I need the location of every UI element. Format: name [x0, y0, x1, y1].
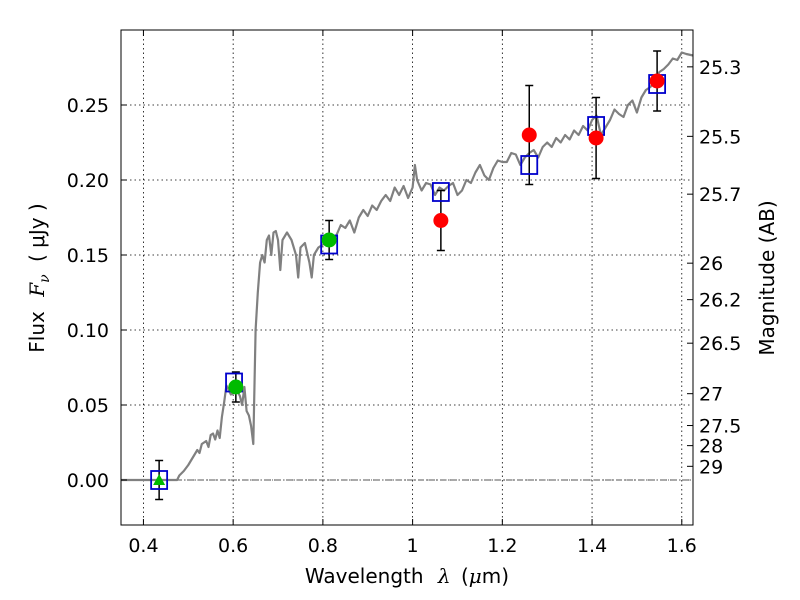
red-data-point	[433, 213, 449, 228]
mag-tick-label: 26	[699, 253, 723, 275]
mag-tick-label: 25.5	[699, 126, 741, 148]
y-axis-title-prefix: Flux	[25, 311, 49, 353]
y-tick-label: 0.05	[67, 395, 109, 417]
green-triangle-point	[153, 474, 166, 485]
plot-grid	[121, 30, 693, 525]
x-tick-label: 1.4	[577, 535, 607, 557]
y-axis-title: Flux Fν ( μJy )	[25, 203, 54, 352]
y-tick-label: 0.00	[67, 470, 109, 492]
model-square-marker	[431, 182, 450, 202]
mag-tick-label: 27	[699, 384, 723, 406]
y-tick-label: 0.15	[67, 245, 109, 267]
y-axis-title-subscript: ν	[37, 274, 53, 283]
y-axis-title-unit: ( μJy )	[25, 203, 49, 262]
mag-tick-label: 28	[699, 436, 723, 458]
model-square-marker	[520, 155, 539, 175]
x-axis-title-prefix: Wavelength	[305, 564, 424, 588]
red-data-point	[588, 130, 604, 146]
green-data-point	[321, 232, 337, 248]
x-axis-title: Wavelength λ (μm)	[305, 564, 509, 588]
y-tick-label: 0.20	[67, 170, 109, 192]
x-tick-label: 0.6	[218, 535, 248, 557]
model-square-marker	[150, 470, 169, 490]
y-tick-label: 0.10	[67, 320, 109, 342]
tick-marks	[121, 30, 693, 525]
x-axis-title-mu: μ	[469, 564, 482, 588]
mag-tick-label: 27.5	[699, 416, 741, 438]
y-axis-title-symbol: F	[25, 282, 49, 298]
red-data-point	[649, 73, 665, 89]
right-axis-title: Magnitude (AB)	[755, 200, 779, 355]
x-axis-title-open: (	[461, 564, 469, 588]
x-tick-label: 1.2	[487, 535, 517, 557]
green-data-point	[228, 379, 244, 395]
mag-tick-label: 26.5	[699, 333, 741, 355]
mag-tick-label: 25.3	[699, 57, 741, 79]
mag-tick-label: 25.7	[699, 184, 741, 206]
x-tick-label: 1	[407, 535, 419, 557]
x-axis-title-symbol: λ	[437, 564, 451, 588]
tick-labels: 0.4 0.6 0.8 1 1.2 1.4 1.6 0.00 0.05 0.10 0.15 0.20 0…	[67, 57, 742, 557]
x-tick-label: 0.4	[128, 535, 158, 557]
sed-model-line	[121, 51, 694, 482]
x-tick-label: 1.6	[667, 535, 697, 557]
series-layer	[121, 50, 694, 501]
y-tick-label: 0.25	[67, 95, 109, 117]
x-axis-title-rest: m)	[482, 564, 509, 588]
mag-tick-label: 29	[699, 456, 723, 478]
mag-tick-label: 26.2	[699, 290, 741, 312]
plot-frame	[120, 29, 694, 526]
x-tick-label: 0.8	[308, 535, 338, 557]
red-data-point	[521, 127, 537, 143]
